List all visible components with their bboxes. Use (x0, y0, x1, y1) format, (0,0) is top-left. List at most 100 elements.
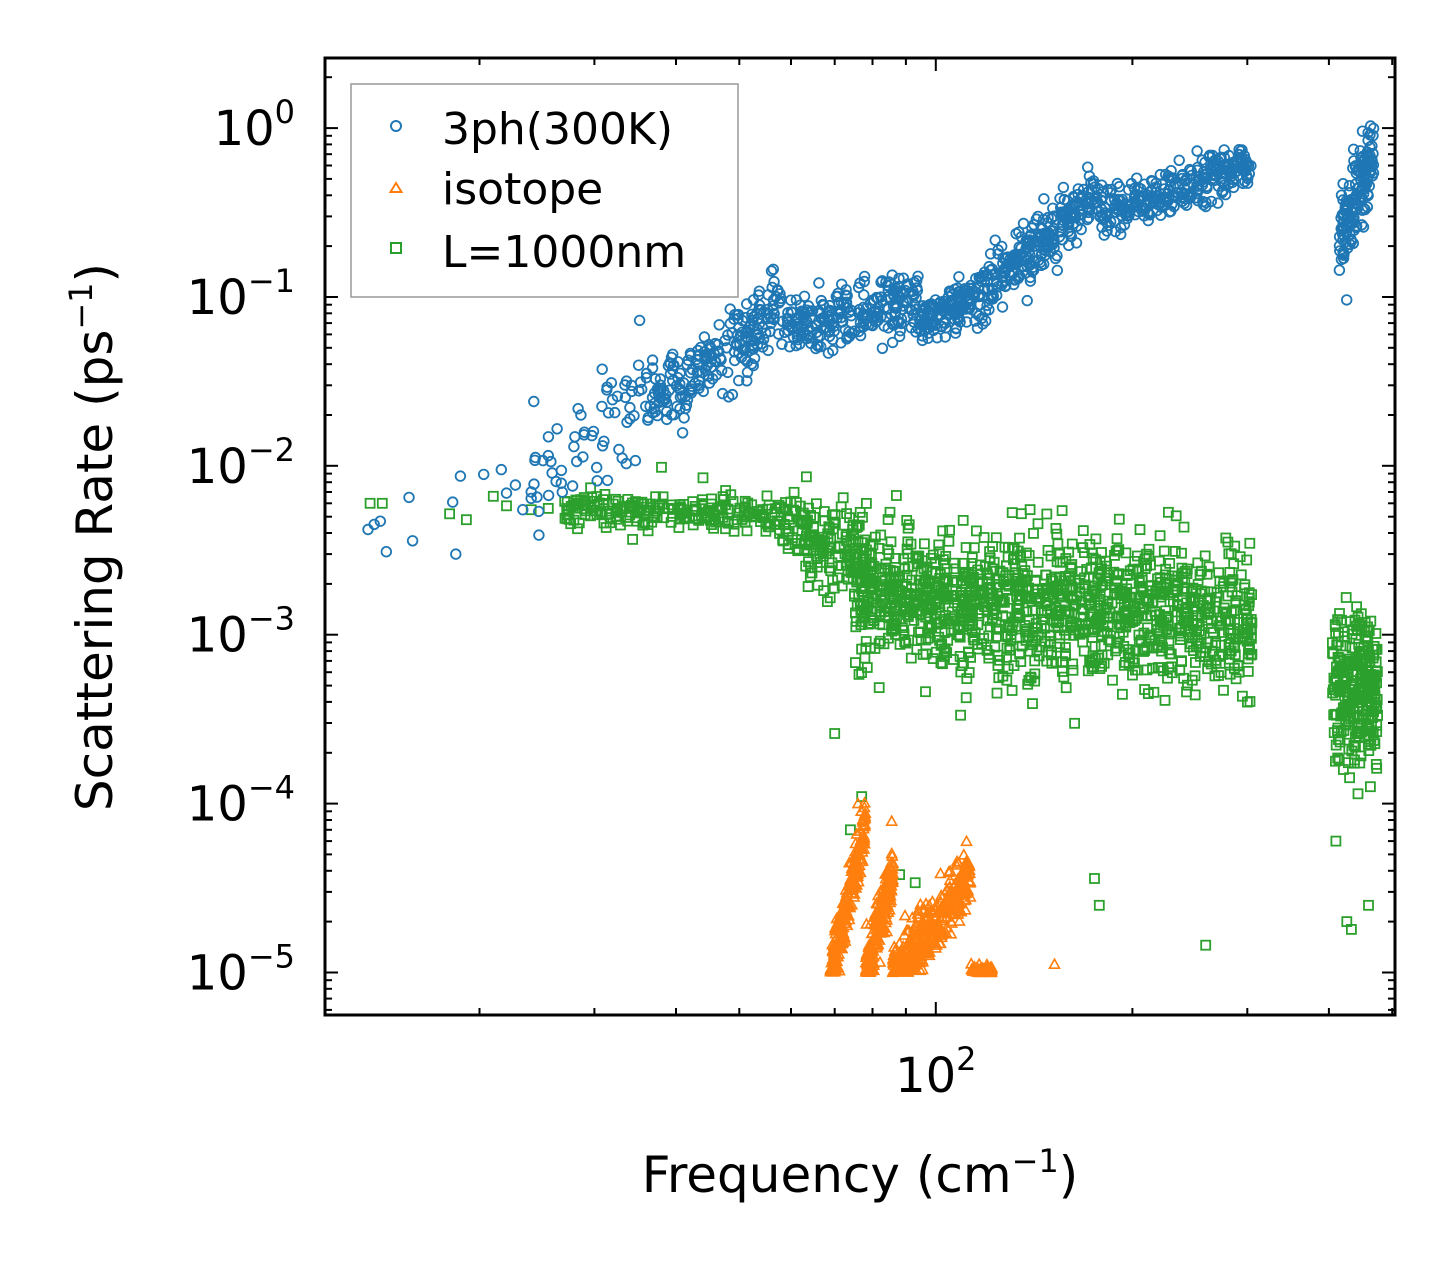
y-tick-label-exp: −5 (248, 938, 295, 976)
data-point-3ph (1340, 294, 1353, 306)
data-point-boundary (984, 621, 996, 633)
data-point-boundary (829, 728, 841, 739)
data-point-3ph (1337, 177, 1349, 190)
data-point-boundary (1174, 634, 1186, 645)
data-point-boundary (1093, 567, 1105, 579)
data-point-boundary (1102, 619, 1114, 631)
data-point-3ph (1024, 271, 1037, 284)
data-point-3ph (1074, 214, 1086, 226)
data-point-boundary (1202, 663, 1213, 675)
data-point-boundary (1083, 572, 1095, 583)
data-point-3ph (653, 396, 665, 409)
data-point-3ph (1101, 183, 1114, 196)
data-point-3ph (450, 548, 462, 560)
data-point-3ph (895, 291, 907, 304)
data-point-3ph (1038, 193, 1050, 205)
data-point-boundary (1003, 580, 1015, 592)
data-point-boundary (799, 545, 810, 556)
data-point-3ph (815, 340, 827, 353)
data-point-3ph (575, 409, 587, 421)
data-point-3ph (1343, 215, 1355, 228)
data-point-3ph (1026, 222, 1038, 234)
data-point-3ph (1341, 210, 1354, 223)
data-point-boundary (1147, 662, 1158, 674)
data-point-boundary (815, 557, 826, 568)
axis-ticks (325, 58, 1395, 1015)
data-point-boundary (1218, 684, 1229, 696)
data-point-3ph (406, 535, 419, 547)
data-point-boundary (956, 660, 968, 671)
data-point-boundary (638, 516, 650, 528)
data-point-3ph (1111, 177, 1124, 190)
data-point-isotope (858, 837, 871, 849)
data-point-boundary (1100, 555, 1111, 567)
data-point-isotope (940, 921, 954, 933)
data-point-3ph (676, 427, 689, 439)
data-point-3ph (609, 406, 621, 419)
data-point-isotope (911, 910, 925, 922)
data-point-boundary (1194, 650, 1206, 662)
data-point-3ph (843, 330, 856, 343)
y-tick-label-base: 10 (187, 777, 248, 833)
data-point-boundary (1038, 587, 1049, 599)
data-point-3ph (728, 346, 741, 358)
y-axis-label: Scattering Rate (ps−1) (62, 263, 124, 811)
y-tick-label-exp: −3 (248, 600, 295, 638)
data-point-boundary (960, 692, 972, 704)
data-point-3ph (1023, 237, 1035, 250)
data-point-3ph (1353, 181, 1365, 194)
data-point-isotope (858, 808, 871, 821)
data-point-boundary (1163, 506, 1174, 518)
data-point-boundary (1067, 664, 1079, 676)
y-axis-label-main: Scattering Rate (ps (66, 330, 124, 811)
plot-area (362, 120, 1383, 978)
data-point-isotope (934, 888, 948, 901)
data-point-boundary (857, 564, 869, 576)
data-point-boundary (918, 592, 930, 604)
data-point-boundary (1051, 584, 1063, 596)
data-point-3ph (517, 504, 529, 516)
data-point-boundary (1181, 686, 1192, 698)
data-point-3ph (876, 342, 889, 355)
data-point-boundary (1101, 601, 1112, 613)
data-point-boundary (696, 500, 708, 512)
data-point-3ph (1148, 195, 1161, 208)
data-point-isotope (864, 950, 877, 962)
data-point-boundary (1196, 585, 1207, 597)
data-point-3ph (1367, 147, 1379, 160)
data-point-boundary (1362, 738, 1374, 750)
data-point-3ph (624, 401, 636, 414)
data-point-boundary (1213, 651, 1225, 662)
data-point-3ph (1159, 168, 1172, 181)
legend-marker-isotope (388, 181, 404, 193)
data-point-3ph (952, 292, 964, 305)
x-axis-label-close: ) (1059, 1146, 1079, 1204)
data-point-isotope (948, 889, 961, 902)
data-point-3ph (736, 334, 748, 346)
data-point-3ph (853, 303, 866, 316)
data-point-boundary (837, 528, 848, 540)
data-point-boundary (1242, 696, 1253, 708)
data-point-boundary (1077, 636, 1089, 648)
data-point-boundary (861, 497, 872, 509)
data-point-boundary (1365, 739, 1377, 751)
data-point-boundary (780, 523, 792, 535)
data-point-boundary (364, 497, 376, 509)
data-point-boundary (902, 561, 914, 573)
data-point-boundary (1365, 781, 1376, 793)
data-point-boundary (697, 494, 708, 506)
data-point-boundary (1203, 602, 1215, 614)
data-point-3ph (1057, 207, 1069, 219)
data-point-boundary (1151, 624, 1163, 636)
data-point-isotope (928, 903, 942, 915)
data-point-boundary (651, 512, 663, 523)
data-point-boundary (1032, 556, 1044, 568)
data-point-boundary (1164, 648, 1176, 660)
data-point-boundary (851, 521, 862, 532)
data-point-boundary (1224, 581, 1236, 593)
data-point-boundary (801, 517, 813, 529)
data-point-3ph (1351, 182, 1364, 195)
data-point-3ph (827, 333, 839, 346)
data-point-boundary (1244, 643, 1255, 655)
data-point-boundary (1153, 555, 1165, 567)
